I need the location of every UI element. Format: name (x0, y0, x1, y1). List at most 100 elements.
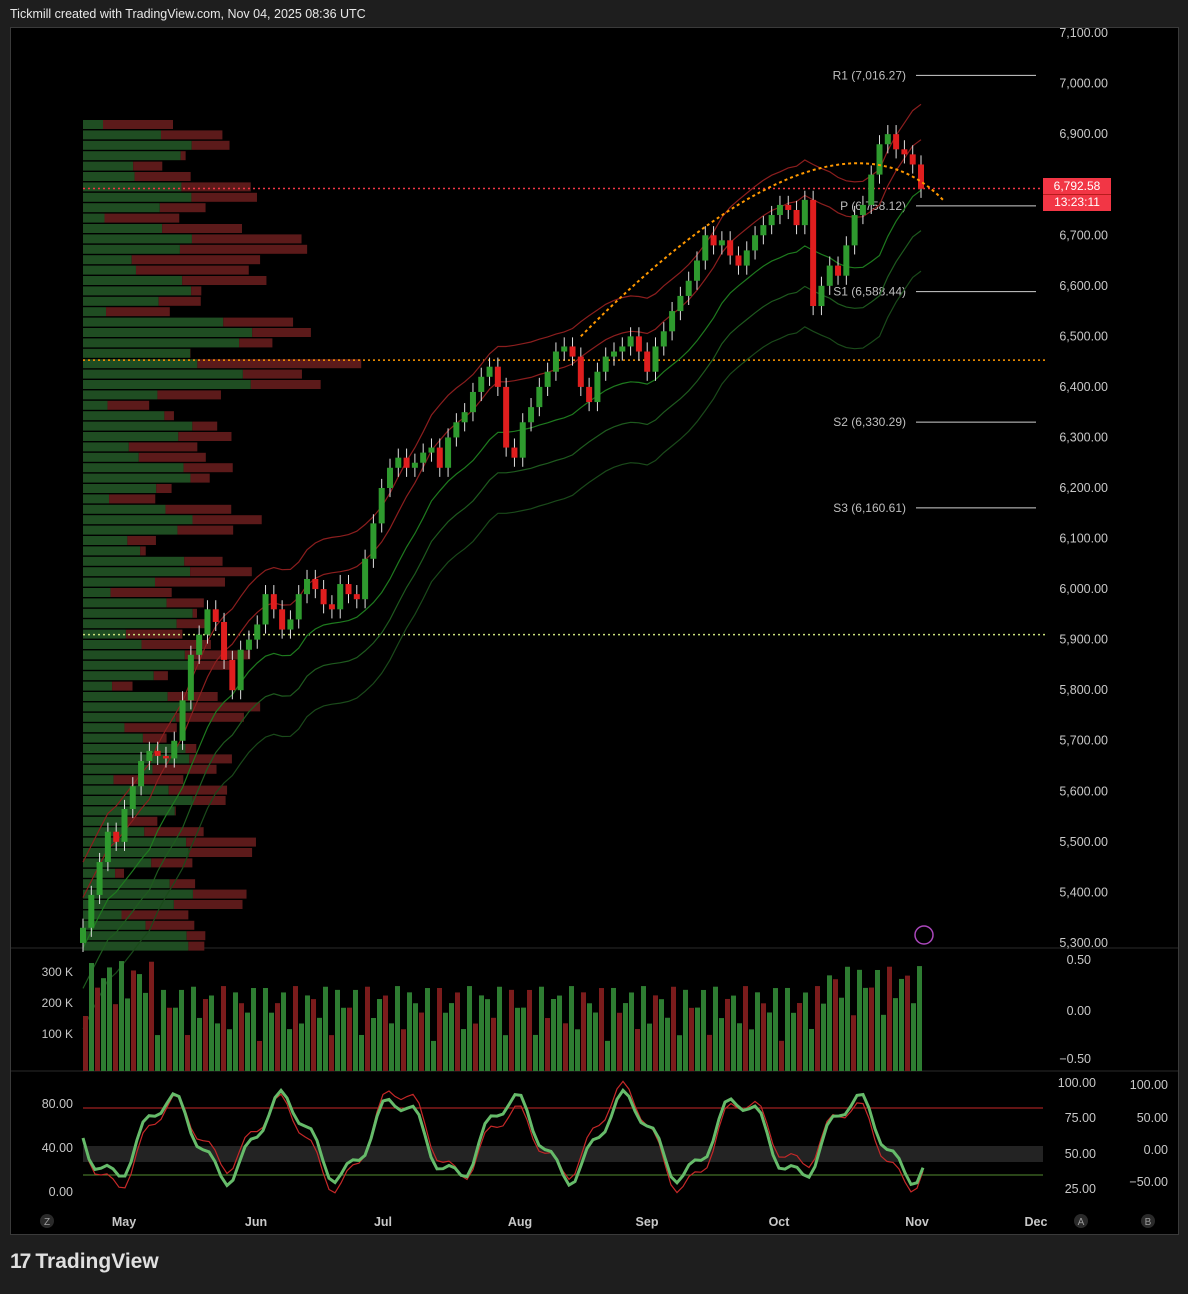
volume-profile-bar (252, 328, 311, 337)
volume-profile-bar (156, 484, 172, 493)
candle-body (270, 594, 277, 610)
volume-profile-bar (121, 910, 189, 920)
volume-bar (353, 989, 358, 1071)
candle-body (420, 452, 427, 463)
volume-profile-bar (239, 338, 273, 348)
volume-bar (797, 1003, 802, 1071)
candle-body (212, 609, 219, 622)
volume-bar (875, 969, 880, 1071)
candle-body (138, 760, 145, 787)
volume-bar (653, 995, 658, 1071)
candle-body (768, 215, 775, 226)
volume-profile-bar (188, 848, 253, 857)
volume-bar (755, 992, 760, 1071)
volume-profile-bar (103, 120, 173, 129)
volume-bar (743, 986, 748, 1071)
volume-bar (269, 1012, 274, 1071)
y-tick-label: 6,900.00 (1059, 127, 1108, 141)
volume-profile-bar (83, 348, 191, 358)
volume-bar (203, 999, 208, 1071)
chart-frame[interactable]: 7,100.007,000.006,900.006,800.006,700.00… (10, 27, 1179, 1235)
volume-profile-bar (191, 286, 202, 296)
volume-profile-bar (173, 900, 243, 909)
volume-profile-bar (83, 640, 142, 649)
x-month-label: Jun (245, 1215, 267, 1229)
alert-lightning-icon (914, 925, 934, 945)
volume-bar (251, 988, 256, 1071)
volume-bar (413, 1003, 418, 1071)
volume-axis-label: 100 K (42, 1027, 73, 1041)
candle-body (635, 336, 642, 352)
volume-bar (665, 1017, 670, 1071)
volume-bar (107, 967, 112, 1071)
volume-bar (533, 1034, 538, 1071)
volume-profile-bar (135, 265, 249, 275)
volume-bar (347, 1007, 352, 1071)
volume-profile-bar (83, 328, 253, 337)
volume-profile-bar (189, 660, 235, 670)
volume-bar (893, 998, 898, 1071)
volume-profile-bar (83, 785, 169, 795)
volume-profile-bar (188, 941, 205, 951)
candle-body (752, 235, 759, 251)
x-month-label: Oct (769, 1215, 791, 1229)
volume-bar (425, 988, 430, 1071)
volume-profile-bar (189, 754, 232, 764)
candle-body (254, 624, 261, 640)
volume-profile-bar (174, 806, 176, 816)
candle-body (627, 336, 634, 347)
volume-profile-bar (83, 473, 191, 483)
volume-profile-bar (157, 390, 221, 400)
volume-profile-bar (83, 650, 185, 660)
volume-profile-bar (112, 681, 133, 691)
tradingview-logo[interactable]: 17 TradingView (10, 1250, 159, 1274)
candle-body (386, 467, 393, 488)
volume-profile-bar (182, 276, 267, 285)
volume-bar (143, 992, 148, 1071)
volume-bar (803, 992, 808, 1071)
candle-body (88, 894, 95, 928)
volume-bar (497, 986, 502, 1071)
volume-profile-bar (83, 400, 108, 410)
volume-bar (551, 998, 556, 1071)
volume-bar (809, 1028, 814, 1071)
volume-bar (779, 1040, 784, 1071)
volume-profile-bar (83, 536, 128, 545)
candle-body (395, 457, 402, 468)
volume-bar (563, 1023, 568, 1071)
price-chart[interactable]: 7,100.007,000.006,900.006,800.006,700.00… (11, 28, 1178, 1234)
volume-right-axis-label: 0.00 (1067, 1004, 1091, 1018)
volume-bar (407, 992, 412, 1071)
volume-bar (335, 989, 340, 1071)
volume-bar (695, 1007, 700, 1071)
volume-profile-bar (153, 671, 168, 681)
stoch-right-axis-2-label: 100.00 (1130, 1078, 1168, 1092)
volume-bar (515, 1007, 520, 1071)
volume-profile-bar (177, 525, 234, 535)
candle-body (486, 366, 493, 377)
volume-profile-bar (159, 203, 206, 213)
volume-bar (659, 999, 664, 1071)
volume-profile-bar (192, 515, 262, 525)
volume-profile-bar (83, 504, 166, 514)
volume-bar (215, 1023, 220, 1071)
volume-profile-bar (158, 296, 201, 306)
volume-profile-bar (192, 421, 218, 431)
volume-profile-bar (83, 421, 193, 431)
last-price-tag: 6,792.58 13:23:11 (1043, 178, 1111, 211)
candle-body (503, 386, 510, 448)
y-tick-label: 6,700.00 (1059, 228, 1108, 242)
volume-bar (179, 989, 184, 1071)
candle-body (669, 311, 676, 332)
volume-profile-bar (83, 608, 193, 618)
volume-profile-bar (181, 182, 251, 192)
candle-body (693, 260, 700, 281)
candle-body (245, 639, 252, 650)
volume-profile-bar (83, 920, 146, 930)
volume-bar (329, 1035, 334, 1071)
candle-body (370, 523, 377, 559)
volume-profile-bar (144, 827, 204, 837)
volume-profile-bar (83, 744, 186, 753)
volume-bar (593, 1012, 598, 1071)
candle-body (146, 750, 153, 761)
